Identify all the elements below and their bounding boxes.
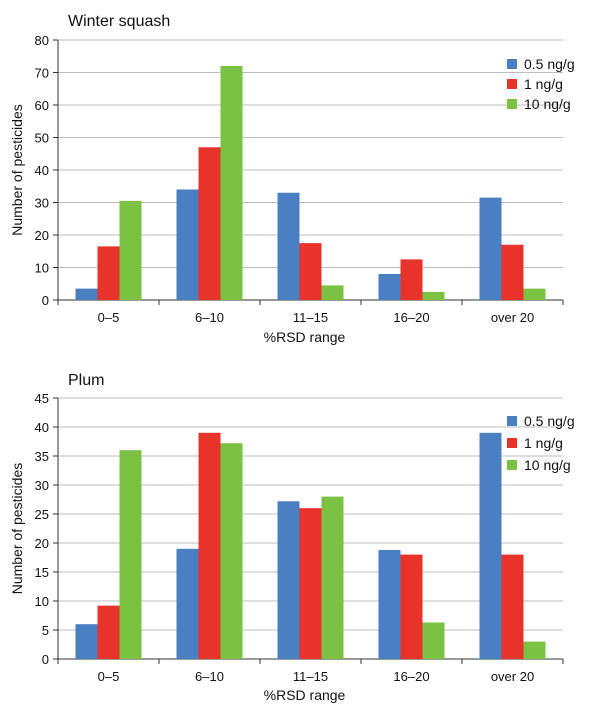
x-axis-title: %RSD range: [264, 687, 346, 703]
bar-1-ng-g-0: [97, 605, 120, 659]
legend-label: 10 ng/g: [524, 457, 571, 473]
y-tick-label: 80: [35, 33, 49, 48]
y-tick-label: 10: [35, 594, 49, 609]
x-tick-label: 11–15: [293, 310, 328, 325]
legend-swatch: [507, 79, 517, 89]
y-tick-label: 0: [42, 293, 49, 308]
legend-label: 1 ng/g: [524, 435, 563, 451]
bar-0-5-ng-g-1: [176, 548, 199, 659]
bar-10-ng-g-1: [220, 66, 243, 300]
bar-0-5-ng-g-0: [75, 288, 98, 300]
x-tick-label: 6–10: [195, 669, 224, 684]
y-tick-label: 45: [35, 391, 49, 406]
y-axis-title: Number of pesticides: [9, 104, 25, 236]
y-tick-label: 60: [35, 98, 49, 113]
bar-1-ng-g-4: [501, 554, 524, 659]
x-tick-label: 0–5: [98, 669, 120, 684]
y-tick-label: 25: [35, 507, 49, 522]
y-tick-label: 20: [35, 228, 49, 243]
bar-0-5-ng-g-1: [176, 189, 199, 300]
bar-10-ng-g-2: [321, 285, 344, 300]
y-tick-label: 30: [35, 478, 49, 493]
legend-swatch: [507, 99, 517, 109]
y-tick-label: 10: [35, 261, 49, 276]
bar-10-ng-g-4: [523, 288, 546, 300]
bar-1-ng-g-1: [198, 147, 221, 300]
legend-label: 0.5 ng/g: [524, 413, 575, 429]
bar-0-5-ng-g-3: [378, 274, 401, 300]
y-tick-label: 50: [35, 131, 49, 146]
y-tick-label: 40: [35, 163, 49, 178]
chart-title: Plum: [68, 372, 104, 389]
y-tick-label: 0: [42, 652, 49, 667]
bar-0-5-ng-g-4: [479, 432, 502, 659]
x-tick-label: over 20: [491, 310, 534, 325]
bar-10-ng-g-3: [422, 622, 445, 659]
chart-1: 0 5 10 15 20 25 30 35 40 45 0–5 6–10 11–15 16–20 over …: [9, 372, 575, 703]
bar-1-ng-g-4: [501, 244, 524, 300]
y-tick-label: 40: [35, 420, 49, 435]
legend-swatch: [507, 416, 517, 426]
x-tick-label: 0–5: [98, 310, 120, 325]
y-tick-label: 70: [35, 66, 49, 81]
x-tick-label: 11–15: [293, 669, 328, 684]
chart-title: Winter squash: [68, 13, 170, 30]
bar-10-ng-g-2: [321, 496, 344, 659]
bar-10-ng-g-1: [220, 443, 243, 659]
y-tick-label: 5: [42, 623, 49, 638]
bar-0-5-ng-g-0: [75, 624, 98, 659]
legend-label: 10 ng/g: [524, 96, 571, 112]
x-tick-label: 6–10: [195, 310, 224, 325]
x-tick-label: over 20: [491, 669, 534, 684]
legend: 0.5 ng/g 1 ng/g 10 ng/g: [507, 413, 575, 473]
bar-1-ng-g-0: [97, 246, 120, 300]
bar-10-ng-g-4: [523, 641, 546, 659]
bar-1-ng-g-3: [400, 259, 423, 300]
bar-10-ng-g-0: [119, 200, 142, 300]
bar-0-5-ng-g-3: [378, 549, 401, 659]
legend: 0.5 ng/g 1 ng/g 10 ng/g: [507, 56, 575, 112]
chart-0: 0 10 20 30 40 50 60 70 80 0–5 6–10 11–15 16–20 over 2…: [9, 13, 575, 345]
bar-1-ng-g-2: [299, 243, 322, 300]
bar-10-ng-g-0: [119, 450, 142, 659]
y-axis-title: Number of pesticides: [9, 463, 25, 595]
bar-0-5-ng-g-2: [277, 501, 300, 659]
bar-1-ng-g-1: [198, 432, 221, 659]
legend-swatch: [507, 460, 517, 470]
bar-0-5-ng-g-4: [479, 197, 502, 300]
bar-1-ng-g-3: [400, 554, 423, 659]
y-tick-label: 15: [35, 565, 49, 580]
legend-swatch: [507, 438, 517, 448]
y-tick-label: 35: [35, 449, 49, 464]
x-axis-title: %RSD range: [264, 329, 346, 345]
legend-label: 1 ng/g: [524, 76, 563, 92]
x-tick-label: 16–20: [393, 669, 429, 684]
x-tick-label: 16–20: [393, 310, 429, 325]
y-tick-label: 20: [35, 536, 49, 551]
bar-0-5-ng-g-2: [277, 192, 300, 300]
y-tick-label: 30: [35, 196, 49, 211]
legend-swatch: [507, 59, 517, 69]
bar-1-ng-g-2: [299, 508, 322, 659]
legend-label: 0.5 ng/g: [524, 56, 575, 72]
bar-10-ng-g-3: [422, 291, 445, 300]
